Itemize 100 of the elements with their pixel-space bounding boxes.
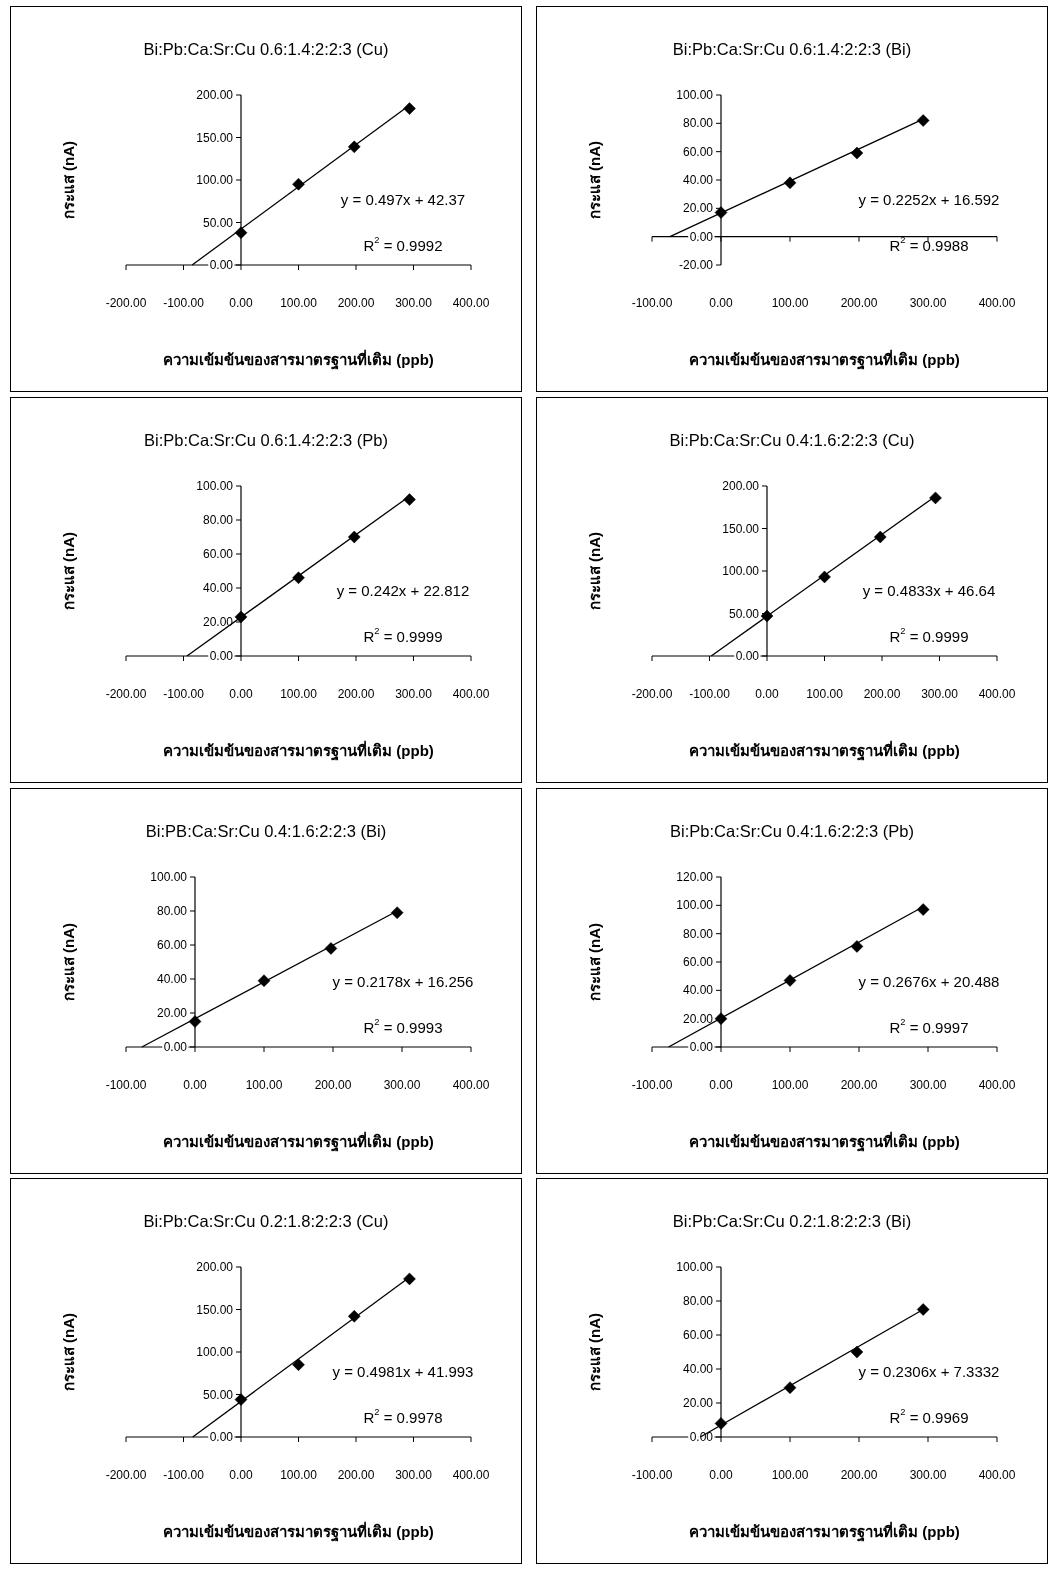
point xyxy=(783,1381,797,1394)
x-tick-label: 300.00 xyxy=(383,1078,421,1092)
point xyxy=(234,226,248,239)
y-tick-label: 150.00 xyxy=(196,1302,234,1317)
y-tick-label: 40.00 xyxy=(202,581,234,595)
point xyxy=(234,1393,248,1406)
x-tick-label: 0.00 xyxy=(709,296,733,310)
chart-title: Bi:Pb:Ca:Sr:Cu 0.2:1.8:2:2:3 (Bi) xyxy=(672,1212,912,1230)
x-tick-label: 300.00 xyxy=(921,687,959,701)
x-tick-label: 100.00 xyxy=(280,1468,318,1482)
y-tick-label: 40.00 xyxy=(682,983,714,998)
point xyxy=(348,1310,361,1323)
y-axis-title: กระแส (nA) xyxy=(585,1312,603,1392)
annotation: R$^{2}$ = 0.9988 xyxy=(889,235,969,254)
y-tick-label: 50.00 xyxy=(728,606,760,621)
x-tick-label: 0.00 xyxy=(183,1078,207,1092)
x-tick-label: 400.00 xyxy=(452,1078,490,1092)
y-axis-title: กระแส (nA) xyxy=(59,1312,77,1392)
point xyxy=(714,1012,728,1025)
y-axis-title: กระแส (nA) xyxy=(585,140,603,220)
point xyxy=(818,570,831,584)
point xyxy=(348,140,361,154)
x-tick-label: 200.00 xyxy=(337,1468,375,1482)
annotation: y = 0.4981x + 41.993 xyxy=(332,1362,474,1380)
y-tick-label: 40.00 xyxy=(682,1362,714,1376)
point xyxy=(850,146,864,160)
x-tick-label: -100.00 xyxy=(631,296,673,310)
point xyxy=(390,906,404,919)
y-tick-label: 100.00 xyxy=(150,870,188,884)
y-tick-label: 0.00 xyxy=(689,1430,714,1444)
y-axis-title: กระแส (nA) xyxy=(59,531,77,611)
point xyxy=(403,102,416,115)
x-tick-label: -100.00 xyxy=(631,1468,673,1482)
point xyxy=(714,1417,728,1430)
point xyxy=(783,176,797,190)
chart-title: Bi:Pb:Ca:Sr:Cu 0.4:1.6:2:2:3 (Cu) xyxy=(669,431,915,449)
x-axis-title: ความเข้มข้นของสารมาตรฐานที่เติม (ppb) xyxy=(689,739,960,761)
annotation: y = 0.2676x + 20.488 xyxy=(858,972,1000,990)
x-tick-label: 200.00 xyxy=(840,1468,878,1482)
y-tick-label: 100.00 xyxy=(676,1260,714,1274)
x-tick-label: 300.00 xyxy=(395,1468,433,1482)
x-tick-label: 400.00 xyxy=(978,687,1016,701)
y-tick-label: 100.00 xyxy=(722,564,760,578)
y-axis-title: กระแส (nA) xyxy=(585,922,603,1002)
x-tick-label: 0.00 xyxy=(229,687,253,701)
x-tick-label: 0.00 xyxy=(229,296,253,310)
point xyxy=(403,1272,416,1286)
x-axis-title: ความเข้มข้นของสารมาตรฐานที่เติม (ppb) xyxy=(689,1520,960,1542)
y-tick-label: 40.00 xyxy=(682,173,714,187)
point xyxy=(916,1303,930,1316)
x-tick-label: 400.00 xyxy=(978,296,1016,310)
x-tick-label: 0.00 xyxy=(709,1078,733,1092)
x-axis-title: ความเข้มข้นของสารมาตรฐานที่เติม (ppb) xyxy=(689,348,960,370)
point xyxy=(874,530,887,544)
y-tick-label: 60.00 xyxy=(682,955,714,969)
annotation: y = 0.242x + 22.812 xyxy=(336,581,470,599)
y-tick-label: 40.00 xyxy=(156,972,188,986)
y-axis-title: กระแส (nA) xyxy=(585,531,603,611)
x-tick-label: 100.00 xyxy=(280,296,318,310)
y-tick-label: 80.00 xyxy=(682,116,714,131)
chart-title: Bi:Pb:Ca:Sr:Cu 0.6:1.4:2:2:3 (Cu) xyxy=(143,40,389,58)
x-tick-label: 200.00 xyxy=(337,687,375,701)
x-tick-label: 0.00 xyxy=(229,1468,253,1482)
y-tick-label: 50.00 xyxy=(202,1387,234,1402)
y-tick-label: 100.00 xyxy=(196,479,234,493)
x-tick-label: -100.00 xyxy=(105,1078,147,1092)
x-tick-label: 200.00 xyxy=(863,687,901,701)
annotation: R$^{2}$ = 0.9978 xyxy=(363,1407,443,1426)
chart-title: Bi:PB:Ca:Sr:Cu 0.4:1.6:2:2:3 (Bi) xyxy=(145,822,387,840)
x-tick-label: 0.00 xyxy=(709,1468,733,1482)
x-tick-label: -100.00 xyxy=(163,296,205,310)
y-tick-label: 0.00 xyxy=(209,1430,234,1444)
point xyxy=(403,493,416,506)
x-tick-label: 300.00 xyxy=(909,296,947,310)
x-tick-label: 100.00 xyxy=(280,687,318,701)
annotation: R$^{2}$ = 0.9992 xyxy=(363,235,443,254)
annotation: R$^{2}$ = 0.9997 xyxy=(889,1017,969,1036)
point xyxy=(348,530,361,544)
y-tick-label: 0.00 xyxy=(163,1040,188,1054)
point xyxy=(850,940,864,953)
point xyxy=(916,114,930,127)
annotation: y = 0.2252x + 16.592 xyxy=(858,190,1000,208)
y-tick-label: 200.00 xyxy=(722,479,760,493)
x-tick-label: 0.00 xyxy=(755,687,779,701)
x-tick-label: 100.00 xyxy=(771,296,809,310)
y-tick-label: 0.00 xyxy=(689,1040,714,1054)
point xyxy=(324,942,338,955)
x-axis-title: ความเข้มข้นของสารมาตรฐานที่เติม (ppb) xyxy=(163,739,434,761)
annotation: y = 0.497x + 42.37 xyxy=(340,190,466,208)
y-tick-label: 100.00 xyxy=(676,88,714,102)
y-tick-label: 60.00 xyxy=(682,1328,714,1342)
chart-title: Bi:Pb:Ca:Sr:Cu 0.6:1.4:2:2:3 (Pb) xyxy=(144,431,388,449)
y-axis-title: กระแส (nA) xyxy=(59,140,77,220)
x-axis-title: ความเข้มข้นของสารมาตรฐานที่เติม (ppb) xyxy=(163,1130,434,1152)
y-tick-label: 0.00 xyxy=(209,649,234,663)
x-tick-label: 300.00 xyxy=(395,687,433,701)
y-tick-label: 50.00 xyxy=(202,215,234,230)
point xyxy=(929,491,942,505)
annotation: y = 0.2178x + 16.256 xyxy=(332,972,474,990)
x-tick-label: 400.00 xyxy=(452,296,490,310)
